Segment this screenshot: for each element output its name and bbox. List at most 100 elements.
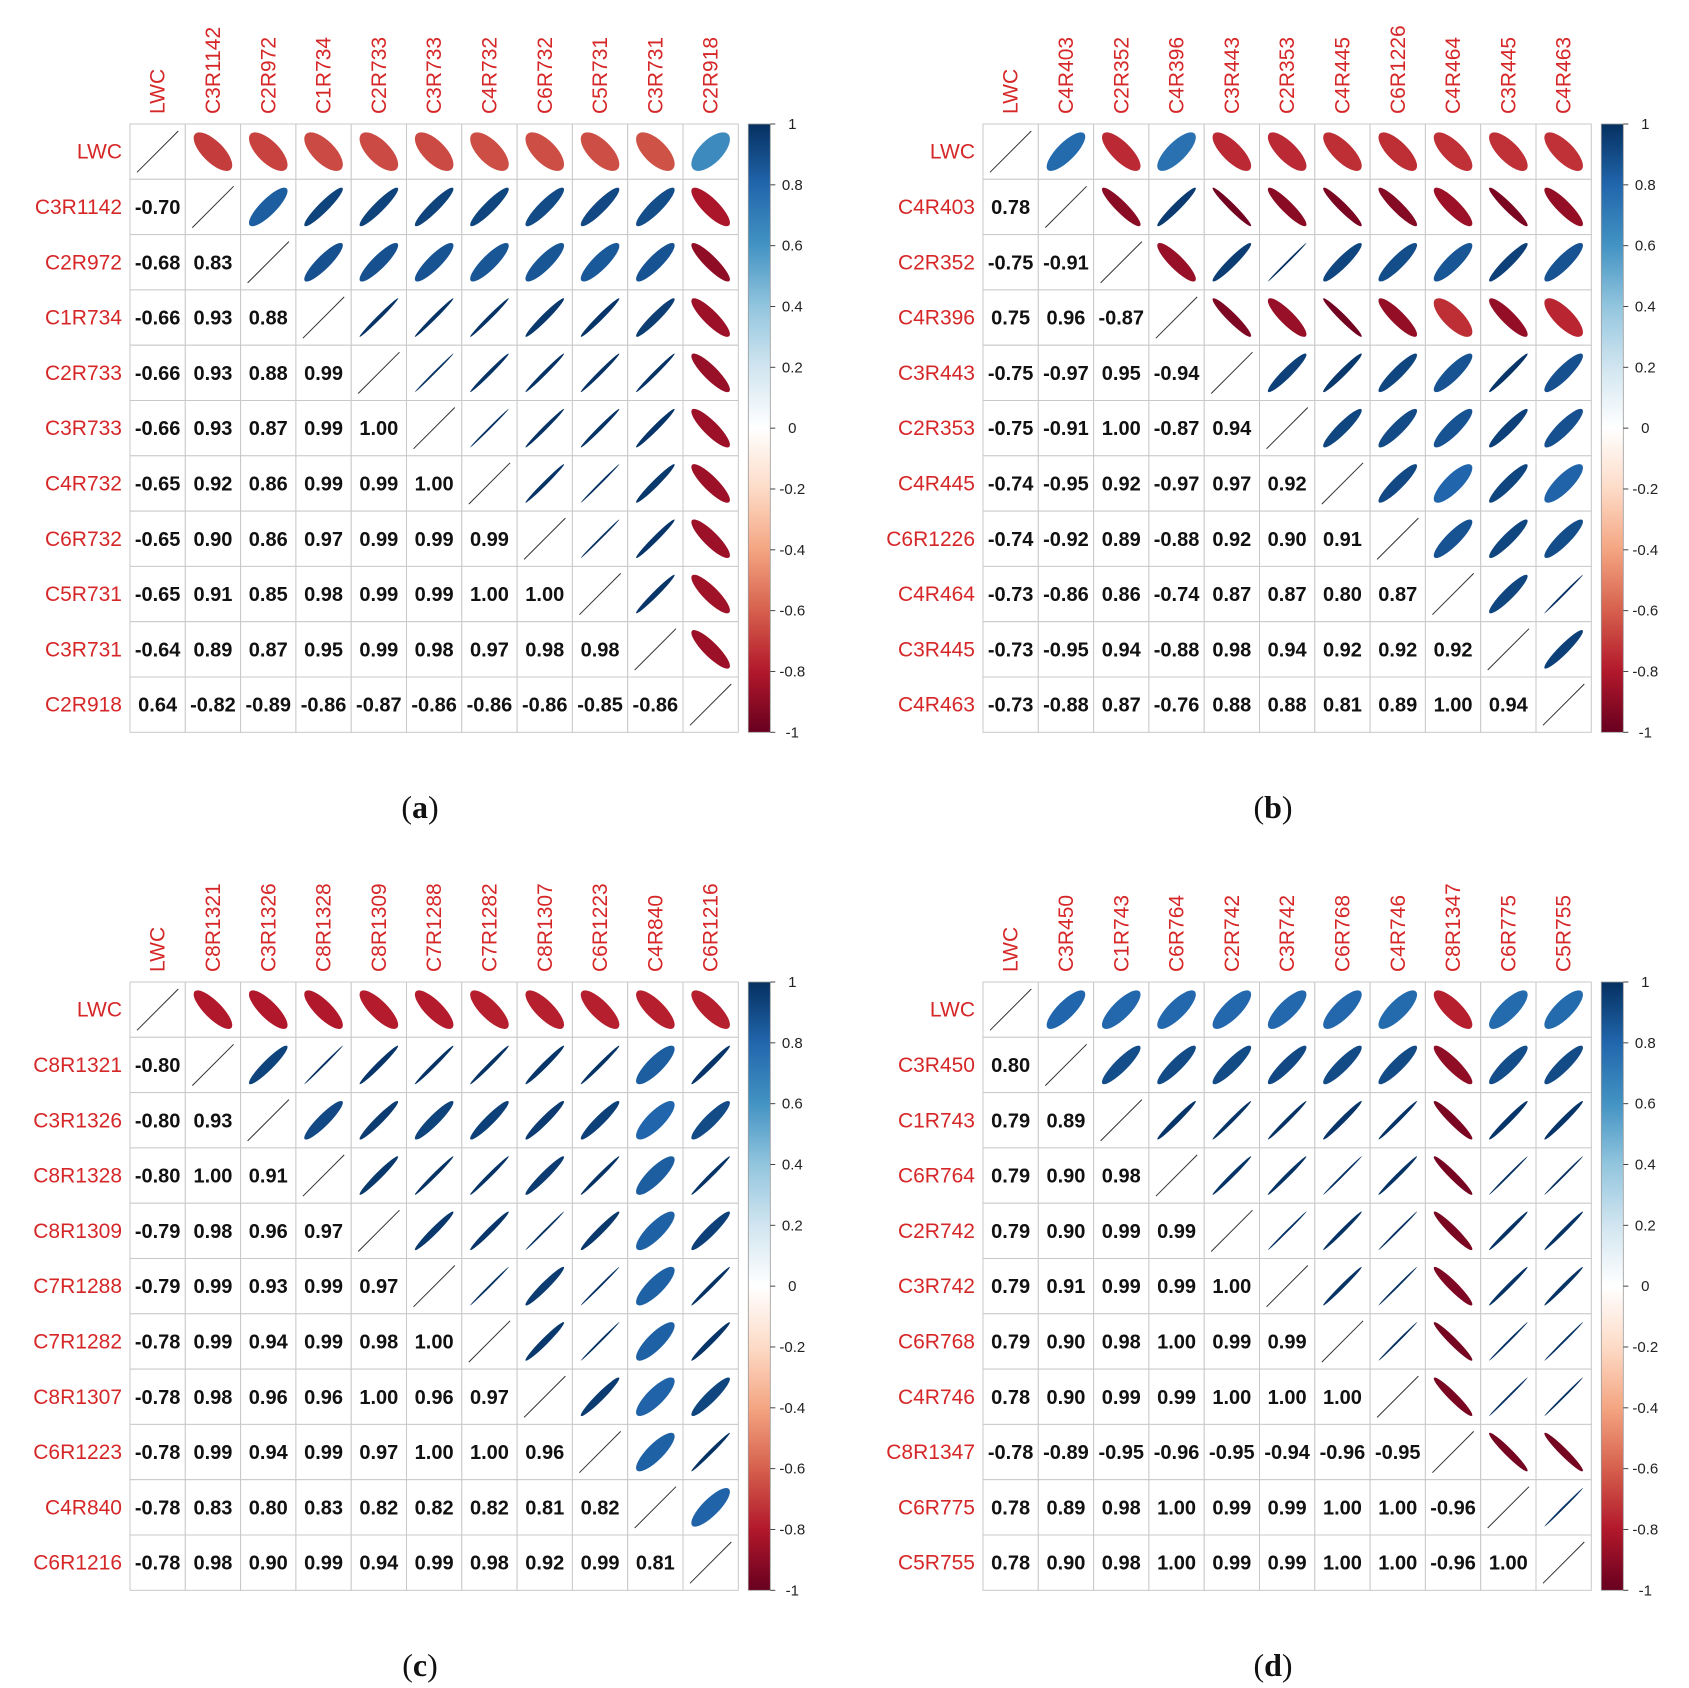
grid-cell [129,1479,186,1536]
row-label: C1R734 [45,307,122,330]
grid-cell [461,1479,518,1536]
colorbar [1600,123,1624,733]
corr-ellipse [636,132,675,171]
corr-ellipse [1267,187,1307,227]
corr-value: -0.95 [1043,473,1089,495]
panel-tag-close: ) [1282,789,1293,825]
corr-ellipse [470,1156,509,1195]
corr-value: 0.97 [359,1276,398,1298]
column-label: LWC [147,927,170,972]
grid-cell [1037,289,1095,346]
grid-cell [406,510,463,567]
column-label: C8R1328 [313,883,336,972]
corr-value: 0.92 [1434,639,1473,661]
grid-cell [406,1313,463,1370]
row-label: C5R755 [898,1552,975,1575]
corr-ellipse [1157,1045,1196,1085]
column-label: C5R731 [589,37,612,114]
corr-ellipse [525,298,565,337]
column-label: C8R1347 [1442,883,1465,972]
corr-ellipse [525,187,565,227]
grid-cell [1148,621,1205,678]
colorbar-tick-label: 1 [1641,116,1649,133]
grid-cell [982,344,1039,402]
grid-cell [1037,400,1095,457]
grid-cell [461,565,518,623]
column-label: C6R768 [1331,895,1354,972]
row-label: LWC [930,141,975,164]
corr-value: 0.97 [470,639,509,661]
panel-tag: (a) [401,789,438,825]
row-label: C3R445 [898,638,975,661]
grid-cell [1424,1479,1482,1536]
corr-ellipse [1489,1377,1528,1417]
corr-value: 0.99 [1102,1276,1141,1298]
corr-ellipse [691,353,730,393]
diagonal-line [1487,628,1530,671]
grid-cell [1259,1479,1316,1536]
corr-ellipse [1101,187,1141,227]
column-label: C2R742 [1221,895,1244,972]
corr-value: 0.79 [991,1110,1030,1132]
corr-value: 0.78 [991,197,1030,219]
column-label: C1R734 [313,37,336,114]
corr-value: 0.90 [1046,1331,1085,1353]
corr-ellipse [414,132,454,171]
grid-cell [1037,510,1095,567]
corr-ellipse [691,574,730,614]
corr-value: 1.00 [415,1442,454,1464]
corr-ellipse [1433,187,1473,227]
corr-ellipse [470,408,509,448]
grid-cell [1369,1423,1426,1481]
corr-value: 0.98 [415,639,454,661]
column-label: C3R450 [1055,895,1078,972]
diagonal-line [1432,573,1475,616]
corr-ellipse [1101,132,1141,171]
panel-tag: (b) [1253,789,1292,825]
corr-value: 1.00 [1212,1276,1251,1298]
corr-ellipse [691,1488,730,1527]
grid-cell [1203,1423,1260,1481]
corr-value: 0.99 [304,1442,343,1464]
grid-cell [240,1313,297,1370]
corr-value: 0.86 [1102,584,1141,606]
grid-cell [982,510,1039,567]
corr-value: 0.96 [525,1442,564,1464]
corr-ellipse [470,242,509,282]
column-label: LWC [147,69,170,114]
corr-value: -0.95 [1375,1442,1421,1464]
grid-cell [184,1092,242,1149]
corr-value: 0.99 [415,584,454,606]
corr-value: 0.89 [1046,1497,1085,1519]
corr-ellipse [1544,298,1583,337]
grid-cell [129,565,186,623]
column-label: C3R742 [1276,895,1299,972]
corr-value: 0.99 [193,1276,232,1298]
corr-value: 0.99 [304,1331,343,1353]
corr-value: 0.79 [991,1276,1030,1298]
corr-value: 0.95 [304,639,343,661]
diagonal-line [1376,1375,1419,1418]
grid-cell [1093,289,1150,346]
corr-value: 0.64 [138,695,178,717]
grid-cell [982,1036,1039,1094]
corr-ellipse [580,298,620,337]
corr-value: -0.97 [1154,473,1200,495]
grid-cell [982,676,1039,733]
corr-ellipse [304,1045,343,1085]
diagonal-line [191,1043,234,1086]
corr-value: -0.78 [135,1442,181,1464]
corr-ellipse [248,187,288,227]
corr-ellipse [691,132,730,171]
grid-cell [1314,123,1371,180]
diagonal-line [136,988,179,1031]
grid-cell [982,289,1039,346]
grid-cell [1093,1423,1150,1481]
corr-ellipse [470,132,509,171]
diagonal-line [468,1320,511,1363]
corr-ellipse [636,242,675,282]
corr-value: 0.83 [304,1497,343,1519]
diagonal-line [357,351,400,394]
corr-value: 0.99 [359,639,398,661]
corr-ellipse [691,1100,730,1140]
